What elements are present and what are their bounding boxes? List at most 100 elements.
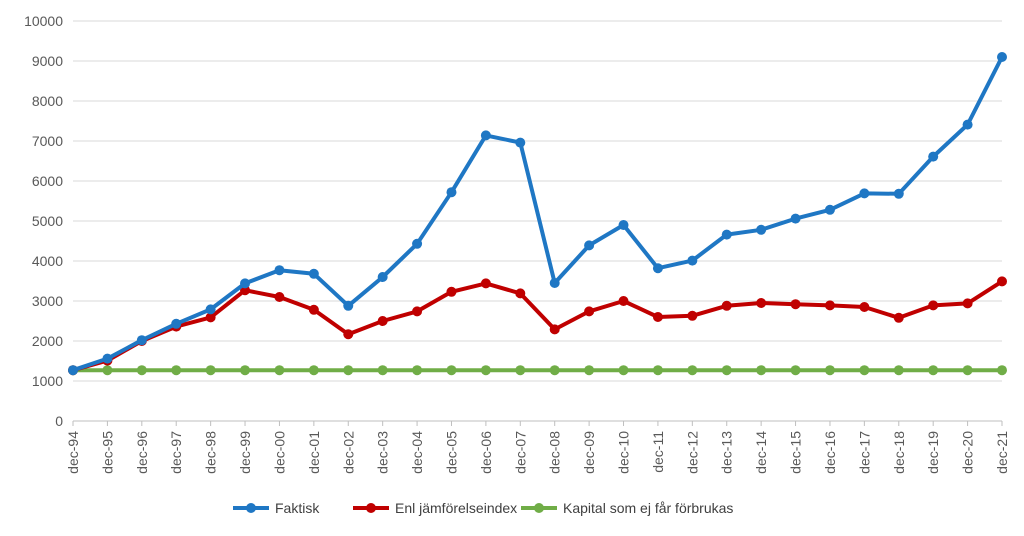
data-point <box>756 224 767 235</box>
x-tick-label: dec-15 <box>788 431 804 474</box>
x-tick-label: dec-12 <box>684 431 700 474</box>
x-tick-label: dec-19 <box>925 431 941 474</box>
data-point <box>584 365 595 376</box>
y-tick-label: 4000 <box>32 253 63 269</box>
data-point <box>962 119 973 130</box>
data-point <box>756 298 767 308</box>
data-point <box>343 300 354 311</box>
x-tick-label: dec-18 <box>891 431 907 474</box>
data-point <box>446 365 457 376</box>
data-point <box>515 365 526 376</box>
data-point <box>549 278 560 288</box>
data-point <box>377 316 388 326</box>
series-1 <box>68 52 1007 376</box>
data-point <box>480 365 491 376</box>
data-point <box>377 272 388 282</box>
data-point <box>859 302 870 312</box>
data-point <box>102 365 113 376</box>
data-point <box>962 298 973 309</box>
data-point <box>377 365 388 376</box>
x-tick-label: dec-05 <box>443 431 459 474</box>
data-point <box>687 255 698 266</box>
data-point <box>618 220 629 230</box>
x-tick-label: dec-21 <box>994 431 1010 474</box>
y-tick-label: 1000 <box>32 373 63 389</box>
legend-item: Kapital som ej får förbrukas <box>521 500 733 516</box>
legend-marker <box>366 503 376 513</box>
data-point <box>584 240 595 251</box>
data-point <box>480 130 491 141</box>
data-point <box>997 276 1007 287</box>
data-point <box>480 278 491 289</box>
data-point <box>824 300 835 311</box>
x-tick-label: dec-98 <box>203 431 219 474</box>
data-point <box>274 265 285 276</box>
x-tick-label: dec-17 <box>856 431 872 474</box>
data-point <box>584 306 595 317</box>
data-point <box>446 286 457 297</box>
data-point <box>618 296 629 306</box>
data-point <box>240 365 251 376</box>
data-point <box>790 365 801 376</box>
data-point <box>928 300 939 311</box>
data-point <box>412 306 423 317</box>
data-point <box>102 353 113 364</box>
x-tick-label: dec-16 <box>822 431 838 474</box>
x-tick-label: dec-11 <box>650 431 666 473</box>
x-tick-label: dec-13 <box>719 431 735 474</box>
series-3 <box>68 365 1007 376</box>
data-point <box>618 365 629 376</box>
data-point <box>721 229 732 240</box>
data-point <box>549 324 560 335</box>
data-point <box>652 312 663 322</box>
data-point <box>652 263 663 274</box>
data-point <box>343 329 354 340</box>
y-tick-label: 6000 <box>32 173 63 189</box>
legend-label: Kapital som ej får förbrukas <box>563 500 733 516</box>
x-tick-label: dec-99 <box>237 431 253 474</box>
x-tick-label: dec-06 <box>478 431 494 474</box>
data-point <box>997 365 1007 376</box>
data-point <box>68 365 78 376</box>
x-axis-ticks: dec-94 dec-95 dec-96 dec-97 dec-98 dec-99 dec-… <box>65 421 1010 474</box>
x-tick-label: dec-20 <box>960 431 976 474</box>
data-point <box>205 304 216 315</box>
y-tick-label: 3000 <box>32 293 63 309</box>
data-point <box>824 365 835 376</box>
legend-marker <box>246 503 256 513</box>
data-point <box>893 188 904 199</box>
y-axis-ticks: 0 1000 2000 3000 4000 5000 6000 7000 8000 9000 100… <box>24 13 63 429</box>
data-point <box>308 268 319 279</box>
data-point <box>412 365 423 376</box>
data-point <box>790 299 801 310</box>
data-point <box>240 278 251 289</box>
series-lines <box>68 52 1007 376</box>
x-tick-label: dec-10 <box>616 431 632 474</box>
data-point <box>171 318 182 329</box>
y-tick-label: 9000 <box>32 53 63 69</box>
x-tick-label: dec-03 <box>375 431 391 474</box>
data-point <box>308 365 319 376</box>
x-tick-label: dec-14 <box>753 431 769 474</box>
legend-label: Faktisk <box>275 500 320 516</box>
legend-item: Faktisk <box>233 500 320 516</box>
x-tick-label: dec-08 <box>547 431 563 474</box>
y-tick-label: 8000 <box>32 93 63 109</box>
data-point <box>962 365 973 376</box>
data-point <box>412 238 423 249</box>
x-tick-label: dec-96 <box>134 431 150 474</box>
data-point <box>205 312 216 323</box>
x-tick-label: dec-97 <box>168 431 184 474</box>
y-tick-label: 5000 <box>32 213 63 229</box>
series-line <box>71 279 1004 373</box>
data-point <box>859 188 870 199</box>
legend: Faktisk Enl jämförelseindex Kapital som ej… <box>233 500 733 516</box>
data-point <box>652 365 663 376</box>
data-point <box>756 365 767 376</box>
data-point <box>997 52 1007 62</box>
x-tick-label: dec-09 <box>581 431 597 474</box>
data-point <box>136 335 147 346</box>
x-tick-label: dec-95 <box>99 431 115 474</box>
data-point <box>893 365 904 376</box>
